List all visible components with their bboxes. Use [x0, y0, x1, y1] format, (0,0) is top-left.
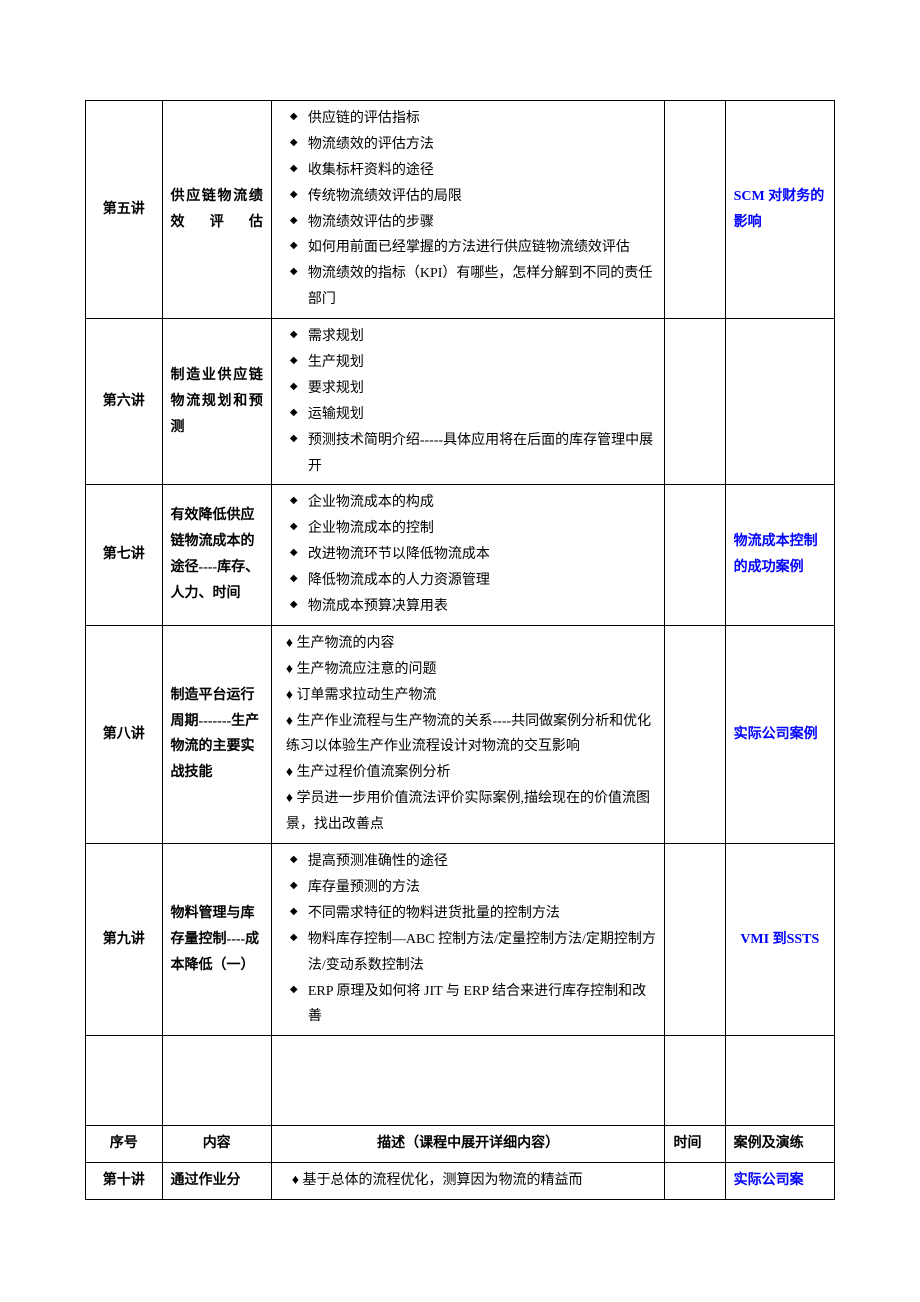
lecture-case: 实际公司案 [725, 1163, 834, 1200]
table-row: 第八讲 制造平台运行周期-------生产物流的主要实战技能 ♦ 生产物流的内容… [86, 625, 835, 843]
diamond-item: ♦ 生产物流的内容 [286, 631, 657, 657]
lecture-case: VMI 到SSTS [725, 844, 834, 1036]
table-body: 第五讲 供应链物流绩效评估 供应链的评估指标 物流绩效的评估方法 收集标杆资料的… [86, 101, 835, 1200]
bullet-item: 生产规划 [280, 350, 657, 376]
header-case: 案例及演练 [725, 1126, 834, 1163]
spacer-row [86, 1036, 835, 1126]
bullet-item: 物流成本预算决算用表 [280, 594, 657, 620]
bullet-list: 供应链的评估指标 物流绩效的评估方法 收集标杆资料的途径 传统物流绩效评估的局限… [280, 106, 657, 313]
lecture-desc: ♦ 生产物流的内容 ♦ 生产物流应注意的问题 ♦ 订单需求拉动生产物流 ♦ 生产… [271, 625, 665, 843]
bullet-list: 提高预测准确性的途径 库存量预测的方法 不同需求特征的物料进货批量的控制方法 物… [280, 849, 657, 1030]
lecture-desc: 企业物流成本的构成 企业物流成本的控制 改进物流环节以降低物流成本 降低物流成本… [271, 485, 665, 625]
lecture-case: SCM 对财务的影响 [725, 101, 834, 319]
diamond-item: ♦ 生产物流应注意的问题 [286, 657, 657, 683]
lecture-desc: ♦ 基于总体的流程优化，测算因为物流的精益而 [271, 1163, 665, 1200]
lecture-title: 有效降低供应链物流成本的途径----库存、人力、时间 [162, 485, 271, 625]
lecture-number: 第八讲 [86, 625, 163, 843]
lecture-desc: 提高预测准确性的途径 库存量预测的方法 不同需求特征的物料进货批量的控制方法 物… [271, 844, 665, 1036]
table-row: 第九讲 物料管理与库存量控制----成本降低（一） 提高预测准确性的途径 库存量… [86, 844, 835, 1036]
lecture-title: 物料管理与库存量控制----成本降低（一） [162, 844, 271, 1036]
bullet-item: 不同需求特征的物料进货批量的控制方法 [280, 901, 657, 927]
header-row: 序号 内容 描述（课程中展开详细内容） 时间 案例及演练 [86, 1126, 835, 1163]
bullet-item: 企业物流成本的构成 [280, 490, 657, 516]
lecture-number: 第五讲 [86, 101, 163, 319]
lecture-title: 制造业供应链物流规划和预测 [162, 319, 271, 485]
empty-cell [271, 1036, 665, 1126]
lecture-number: 第七讲 [86, 485, 163, 625]
diamond-list: ♦ 生产物流的内容 ♦ 生产物流应注意的问题 ♦ 订单需求拉动生产物流 ♦ 生产… [280, 631, 657, 838]
bullet-item: 企业物流成本的控制 [280, 516, 657, 542]
header-title: 内容 [162, 1126, 271, 1163]
header-num: 序号 [86, 1126, 163, 1163]
empty-cell [725, 1036, 834, 1126]
bullet-item: 如何用前面已经掌握的方法进行供应链物流绩效评估 [280, 235, 657, 261]
diamond-item: ♦ 生产过程价值流案例分析 [286, 760, 657, 786]
lecture-desc: 供应链的评估指标 物流绩效的评估方法 收集标杆资料的途径 传统物流绩效评估的局限… [271, 101, 665, 319]
lecture-title: 通过作业分 [162, 1163, 271, 1200]
header-time: 时间 [665, 1126, 725, 1163]
bullet-item: 运输规划 [280, 402, 657, 428]
bullet-item: ERP 原理及如何将 JIT 与 ERP 结合来进行库存控制和改善 [280, 979, 657, 1031]
lecture-title: 供应链物流绩效评估 [162, 101, 271, 319]
lecture-desc: 需求规划 生产规划 要求规划 运输规划 预测技术简明介绍-----具体应用将在后… [271, 319, 665, 485]
bullet-item: 物料库存控制—ABC 控制方法/定量控制方法/定期控制方法/变动系数控制法 [280, 927, 657, 979]
lecture-time [665, 319, 725, 485]
bullet-item: 提高预测准确性的途径 [280, 849, 657, 875]
table-row: 第五讲 供应链物流绩效评估 供应链的评估指标 物流绩效的评估方法 收集标杆资料的… [86, 101, 835, 319]
lecture-time [665, 485, 725, 625]
diamond-item: ♦ 订单需求拉动生产物流 [286, 683, 657, 709]
bullet-item: 预测技术简明介绍-----具体应用将在后面的库存管理中展开 [280, 428, 657, 480]
bullet-item: 降低物流成本的人力资源管理 [280, 568, 657, 594]
course-outline-table: 第五讲 供应链物流绩效评估 供应链的评估指标 物流绩效的评估方法 收集标杆资料的… [85, 100, 835, 1200]
bullet-item: 物流绩效评估的步骤 [280, 210, 657, 236]
lecture-number: 第六讲 [86, 319, 163, 485]
lecture-case [725, 319, 834, 485]
lecture-case: 物流成本控制的成功案例 [725, 485, 834, 625]
bullet-item: 需求规划 [280, 324, 657, 350]
empty-cell [86, 1036, 163, 1126]
table-row: 第十讲 通过作业分 ♦ 基于总体的流程优化，测算因为物流的精益而 实际公司案 [86, 1163, 835, 1200]
lecture-time [665, 844, 725, 1036]
table-row: 第七讲 有效降低供应链物流成本的途径----库存、人力、时间 企业物流成本的构成… [86, 485, 835, 625]
bullet-item: 库存量预测的方法 [280, 875, 657, 901]
header-desc: 描述（课程中展开详细内容） [271, 1126, 665, 1163]
lecture-time [665, 1163, 725, 1200]
bullet-list: 企业物流成本的构成 企业物流成本的控制 改进物流环节以降低物流成本 降低物流成本… [280, 490, 657, 619]
bullet-item: 供应链的评估指标 [280, 106, 657, 132]
lecture-number: 第九讲 [86, 844, 163, 1036]
bullet-item: 收集标杆资料的途径 [280, 158, 657, 184]
empty-cell [665, 1036, 725, 1126]
bullet-item: 要求规划 [280, 376, 657, 402]
lecture-case: 实际公司案例 [725, 625, 834, 843]
lecture-title: 制造平台运行周期-------生产物流的主要实战技能 [162, 625, 271, 843]
diamond-item: ♦ 学员进一步用价值流法评价实际案例,描绘现在的价值流图景，找出改善点 [286, 786, 657, 838]
lecture-time [665, 101, 725, 319]
bullet-item: 传统物流绩效评估的局限 [280, 184, 657, 210]
lecture-time [665, 625, 725, 843]
table-row: 第六讲 制造业供应链物流规划和预测 需求规划 生产规划 要求规划 运输规划 预测… [86, 319, 835, 485]
bullet-item: 物流绩效的指标（KPI）有哪些，怎样分解到不同的责任部门 [280, 261, 657, 313]
bullet-item: 改进物流环节以降低物流成本 [280, 542, 657, 568]
bullet-list: 需求规划 生产规划 要求规划 运输规划 预测技术简明介绍-----具体应用将在后… [280, 324, 657, 479]
lecture-number: 第十讲 [86, 1163, 163, 1200]
empty-cell [162, 1036, 271, 1126]
diamond-item: ♦ 生产作业流程与生产物流的关系----共同做案例分析和优化练习以体验生产作业流… [286, 709, 657, 761]
bullet-item: 物流绩效的评估方法 [280, 132, 657, 158]
